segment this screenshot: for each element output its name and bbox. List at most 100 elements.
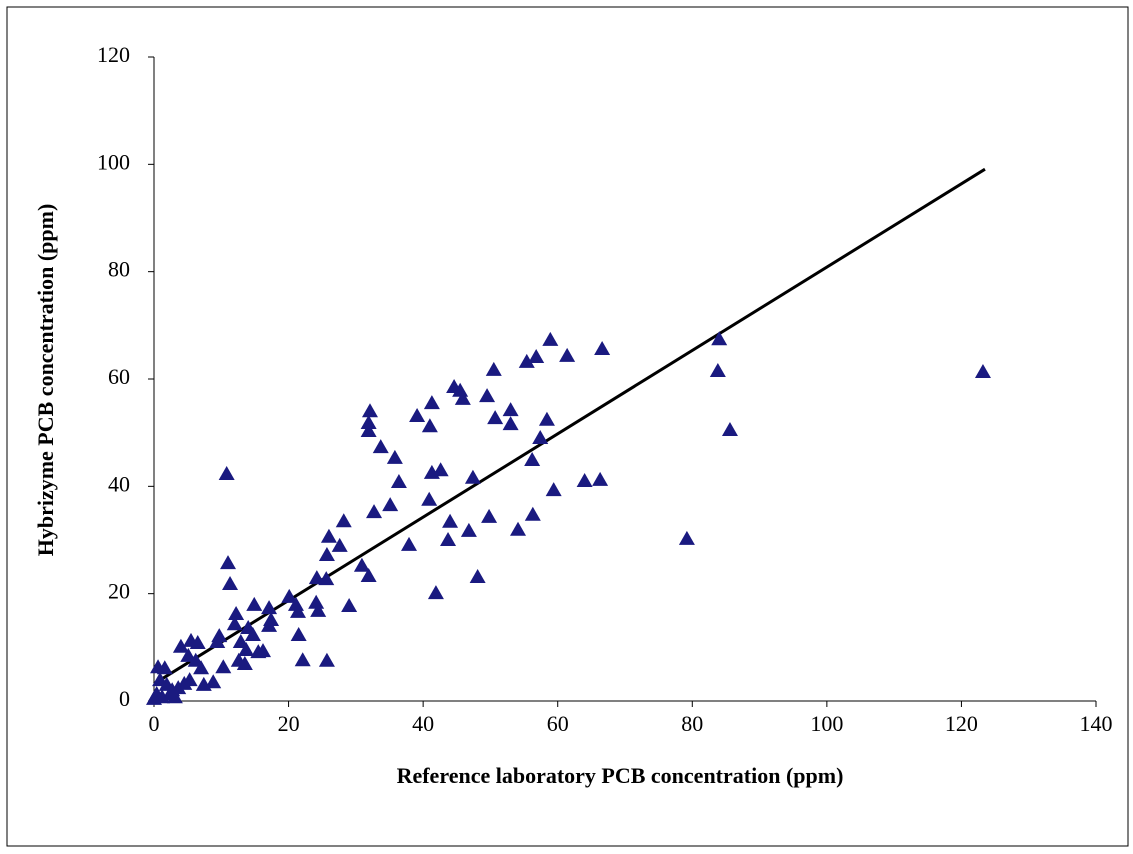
point — [181, 672, 198, 687]
point — [454, 390, 471, 405]
point — [432, 462, 449, 477]
y-tick-label: 40 — [108, 471, 130, 496]
point — [246, 596, 263, 611]
point — [409, 408, 426, 423]
point — [228, 606, 245, 621]
point — [187, 652, 204, 667]
point — [386, 449, 403, 464]
point — [524, 506, 541, 521]
point — [335, 513, 352, 528]
point — [244, 626, 261, 641]
y-tick-label: 60 — [108, 364, 130, 389]
point — [382, 497, 399, 512]
point — [545, 482, 562, 497]
point — [281, 588, 298, 603]
x-tick-label: 100 — [810, 711, 843, 736]
y-tick-label: 20 — [108, 579, 130, 604]
point — [518, 353, 535, 368]
point — [532, 430, 549, 445]
point — [366, 504, 383, 519]
point — [146, 690, 162, 705]
x-axis-title: Reference laboratory PCB concentration (… — [397, 763, 844, 788]
y-tick-label: 120 — [97, 42, 130, 67]
point — [401, 536, 418, 551]
x-tick-label: 140 — [1080, 711, 1113, 736]
point — [310, 602, 327, 617]
point — [709, 362, 726, 377]
point — [220, 555, 237, 570]
point — [294, 652, 311, 667]
point — [193, 660, 210, 675]
y-axis-title: Hybrizyme PCB concentration (ppm) — [33, 204, 58, 557]
point — [576, 472, 593, 487]
point — [442, 513, 459, 528]
point — [331, 537, 348, 552]
point — [318, 652, 335, 667]
point — [211, 628, 228, 643]
point — [594, 340, 611, 355]
point — [464, 469, 481, 484]
point — [372, 439, 389, 454]
point — [559, 347, 576, 362]
point — [360, 423, 377, 438]
point — [156, 660, 173, 675]
x-tick-label: 120 — [945, 711, 978, 736]
x-tick-label: 20 — [278, 711, 300, 736]
point — [510, 521, 527, 536]
point — [341, 598, 358, 613]
point — [423, 464, 440, 479]
y-tick-label: 0 — [119, 686, 130, 711]
point — [421, 418, 438, 433]
point — [318, 571, 335, 586]
point — [236, 655, 253, 670]
point — [205, 674, 222, 689]
point — [528, 348, 545, 363]
point — [172, 638, 189, 653]
point — [320, 528, 337, 543]
point — [361, 403, 378, 418]
point — [427, 585, 444, 600]
point — [180, 647, 197, 662]
point — [261, 600, 278, 615]
point — [721, 421, 738, 436]
point — [485, 361, 502, 376]
point — [215, 659, 232, 674]
point — [255, 643, 272, 658]
point — [353, 557, 370, 572]
x-tick-label: 40 — [412, 711, 434, 736]
x-tick-label: 80 — [681, 711, 703, 736]
point — [261, 617, 278, 632]
point — [487, 410, 504, 425]
point — [238, 642, 255, 657]
point — [222, 576, 239, 591]
point — [226, 616, 243, 631]
x-tick-label: 0 — [149, 711, 160, 736]
point — [308, 594, 325, 609]
point — [318, 547, 335, 562]
y-tick-label: 80 — [108, 257, 130, 282]
point — [502, 402, 519, 417]
point — [218, 465, 235, 480]
point — [195, 676, 212, 691]
y-tick-label: 100 — [97, 149, 130, 174]
point — [538, 411, 555, 426]
point — [423, 395, 440, 410]
point — [290, 626, 307, 641]
point — [421, 491, 438, 506]
x-tick-label: 60 — [547, 711, 569, 736]
point — [592, 471, 609, 486]
point — [460, 522, 477, 537]
point — [360, 567, 377, 582]
point — [974, 364, 991, 379]
point — [308, 570, 325, 585]
point — [481, 508, 498, 523]
point — [502, 416, 519, 431]
point — [166, 689, 183, 704]
point — [524, 452, 541, 467]
point — [440, 532, 457, 546]
point — [678, 530, 695, 545]
point — [711, 331, 728, 346]
point — [390, 474, 407, 489]
point — [360, 415, 377, 430]
